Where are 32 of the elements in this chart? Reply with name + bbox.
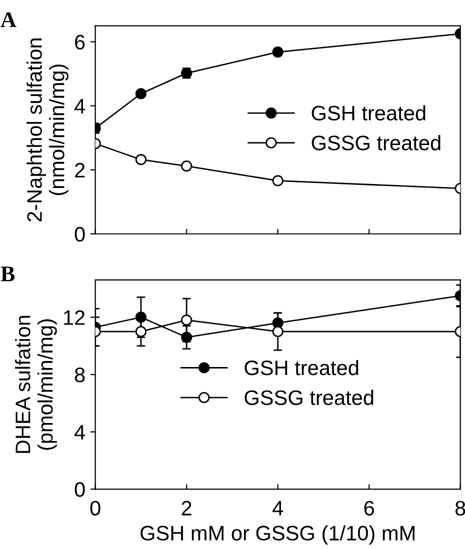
y-tick-label: 12 — [64, 310, 85, 325]
x-tick-label: 8 — [455, 500, 465, 516]
point — [272, 46, 284, 58]
x-tick-label: 6 — [364, 500, 374, 516]
point — [181, 160, 192, 172]
y-tick-label: 8 — [74, 368, 85, 382]
x-tick-label: 2 — [182, 500, 192, 516]
legend-label: GSH treated — [312, 105, 426, 121]
legend-label: GSH treated — [244, 360, 358, 376]
point — [135, 312, 147, 323]
y-tick-label: 0 — [74, 482, 85, 497]
point — [181, 314, 192, 326]
legend-label: GSSG treated — [244, 390, 374, 406]
x-tick-label: 4 — [272, 501, 284, 516]
y-tick-label: 2 — [75, 162, 85, 178]
point — [272, 175, 284, 186]
point — [272, 326, 284, 338]
chart-title: A — [0, 12, 16, 27]
y-tick-label: 4 — [74, 99, 85, 114]
point — [181, 332, 192, 343]
y-axis-title: 2-Naphthol sulfation (nmol/min/mg) — [26, 38, 68, 222]
y-tick-label: 4 — [74, 425, 85, 440]
y-axis-title: DHEA sulfation (pmol/min/mg) — [15, 316, 57, 453]
point — [135, 326, 147, 338]
point — [135, 154, 147, 166]
point — [135, 88, 147, 100]
x-tick-label: 0 — [90, 500, 100, 516]
y-tick-label: 0 — [74, 226, 85, 242]
legend-label: GSSG treated — [312, 135, 440, 150]
chart-title: B — [0, 266, 15, 282]
y-tick-label: 6 — [75, 34, 85, 50]
x-axis-title: GSH mM or GSSG (1/10) mM — [140, 525, 414, 545]
